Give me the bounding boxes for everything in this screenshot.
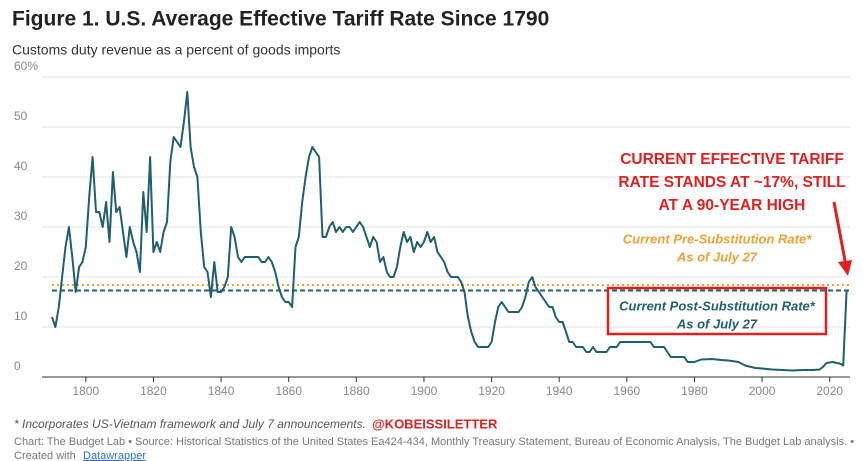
y-tick-label: 40: [14, 159, 28, 173]
annotation: RATE STANDS AT ~17%, STILL: [618, 174, 845, 191]
arrow-head: [838, 260, 852, 276]
y-tick-label: 50: [14, 109, 28, 123]
credit: Created with: [14, 450, 76, 461]
plot: 0 10 20 30 40 50 60% 1800 1820 1840 1860 1880 1900 19…: [14, 59, 850, 398]
reference-label: Current Pre-Substitution Rate*: [623, 231, 812, 246]
reference-label: As of July 27: [676, 249, 758, 264]
series-line: [51, 91, 848, 372]
handle: @KOBEISSILETTER: [372, 416, 498, 431]
highlight-box: [606, 286, 828, 336]
credit-link[interactable]: Datawrapper: [83, 450, 146, 461]
footnote: * Incorporates US-Vietnam framework and …: [14, 417, 366, 431]
reference-label: As of July 27: [676, 316, 758, 331]
y-tick-label: 10: [14, 309, 28, 323]
x-tick-label: 1900: [411, 384, 438, 398]
annotation: CURRENT EFFECTIVE TARIFF: [620, 151, 844, 168]
y-tick-label: 60%: [14, 59, 38, 73]
chart-subtitle: Customs duty revenue as a percent of goo…: [12, 42, 340, 58]
x-tick-label: 2000: [749, 384, 776, 398]
x-tick-label: 1800: [72, 384, 99, 398]
y-tick-label: 0: [14, 359, 21, 373]
x-tick-label: 1980: [681, 384, 708, 398]
x-tick-label: 1960: [613, 384, 640, 398]
source: Chart: The Budget Lab • Source: Historic…: [14, 436, 854, 448]
x-tick-label: 1820: [140, 384, 167, 398]
x-tick-label: 1860: [275, 384, 302, 398]
chart-title: Figure 1. U.S. Average Effective Tariff …: [12, 8, 549, 31]
x-tick-label: 1840: [208, 384, 235, 398]
x-tick-label: 2020: [816, 384, 843, 398]
y-tick-label: 20: [14, 259, 28, 273]
x-tick-label: 1940: [546, 384, 573, 398]
y-tick-label: 30: [14, 209, 28, 223]
annotation: AT A 90-YEAR HIGH: [659, 197, 806, 214]
arrow-shaft: [832, 201, 848, 267]
reference-label: Current Post-Substitution Rate*: [619, 298, 816, 313]
x-tick-label: 1880: [343, 384, 370, 398]
x-tick-label: 1920: [478, 384, 505, 398]
